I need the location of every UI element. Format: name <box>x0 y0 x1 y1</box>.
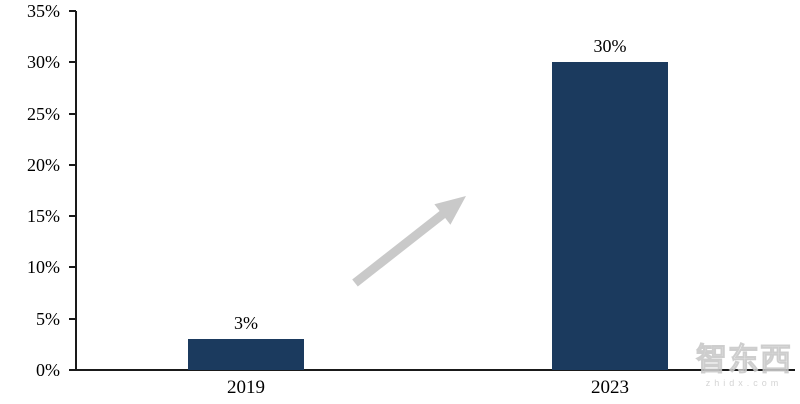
bar-2019 <box>188 339 304 370</box>
y-tick-mark <box>69 317 76 320</box>
watermark-logo-text: 智东西 <box>696 342 792 378</box>
x-tick-label-2019: 2019 <box>227 377 265 398</box>
y-tick-mark <box>69 215 76 218</box>
y-tick-mark <box>69 61 76 64</box>
bar-2023 <box>552 62 668 370</box>
y-tick-label: 15% <box>27 206 60 227</box>
watermark: 智东西 zhidx.com <box>690 342 798 389</box>
x-axis-line <box>75 369 795 371</box>
y-tick-label: 0% <box>36 360 60 380</box>
y-tick-label: 20% <box>27 154 60 175</box>
x-tick-label-2023: 2023 <box>591 377 629 398</box>
y-axis-line <box>75 11 77 371</box>
watermark-url-text: zhidx.com <box>705 378 783 388</box>
y-tick-mark <box>69 369 76 371</box>
data-label-2023: 30% <box>593 36 627 57</box>
y-tick-label: 30% <box>27 52 60 73</box>
y-tick-mark <box>69 163 76 166</box>
y-tick-label: 35% <box>27 0 60 21</box>
data-label-2019: 3% <box>234 313 258 334</box>
growth-arrow-icon <box>352 196 466 287</box>
y-tick-label: 10% <box>27 257 60 278</box>
y-tick-label: 25% <box>27 103 60 124</box>
y-tick-label: 5% <box>36 308 60 329</box>
y-tick-mark <box>69 112 76 115</box>
y-tick-mark <box>69 266 76 269</box>
y-tick-mark <box>69 10 76 12</box>
